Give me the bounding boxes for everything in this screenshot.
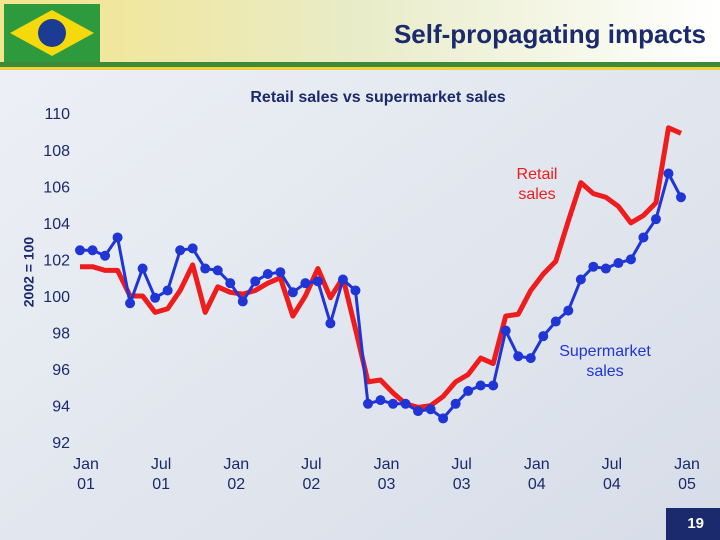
marker [613,258,624,269]
marker [187,243,198,254]
x-tick-label: Jan 03 [374,456,400,493]
page-number: 19 [687,515,704,532]
marker [538,331,549,342]
marker [638,232,649,243]
marker [75,245,85,256]
y-tick-label: 108 [43,143,70,160]
marker [125,298,136,309]
header-stripe [0,67,720,70]
y-tick-label: 104 [43,216,70,233]
marker [388,398,399,409]
line [80,125,683,410]
marker [112,232,123,243]
x-tick-label: Jan 01 [73,456,99,493]
marker [375,395,386,406]
x-tick-label: Jul 03 [451,456,471,493]
chart-title: Retail sales vs supermarket sales [250,89,505,106]
marker [162,285,173,296]
marker [87,245,98,256]
marker [362,398,373,409]
marker [350,285,361,296]
marker [650,214,661,225]
y-tick-label: 92 [52,435,70,452]
header-band [0,0,720,62]
marker [525,353,536,364]
slide-title: Self-propagating impacts [394,19,706,49]
marker [450,398,461,409]
x-tick-label: Jan 02 [223,456,249,493]
flag [4,4,100,62]
y-tick-label: 102 [43,252,70,269]
marker [513,351,524,362]
marker [475,380,486,391]
marker [237,296,248,307]
x-tick-label: Jul 01 [151,456,171,493]
marker [325,318,336,329]
marker [225,278,236,289]
marker [425,404,436,415]
y-tick-label: 106 [43,179,70,196]
header-stripe [0,62,720,67]
marker [413,406,424,417]
marker [312,276,323,287]
y-tick-label: 100 [43,289,70,306]
marker [400,398,411,409]
y-tick-label: 94 [52,399,70,416]
marker [337,274,348,285]
marker [600,263,611,274]
series-label: Supermarket sales [559,343,651,380]
marker [262,269,273,280]
marker [438,413,449,424]
marker [463,385,474,396]
marker [212,265,223,276]
marker [250,276,261,287]
marker [575,274,586,285]
marker [137,263,148,274]
marker [663,168,674,179]
y-axis-label: 2002 = 100 [21,237,37,308]
marker [588,261,599,272]
marker [287,287,298,298]
x-tick-label: Jul 02 [301,456,321,493]
x-tick-label: Jul 04 [602,456,622,493]
marker [200,263,211,274]
marker [275,267,286,278]
marker [488,380,499,391]
x-tick-label: Jan 05 [674,456,700,493]
marker [500,325,511,336]
marker [100,250,111,261]
marker [150,292,161,303]
marker [175,245,186,256]
x-tick-label: Jan 04 [524,456,550,493]
marker [676,192,686,203]
y-tick-label: 110 [44,106,70,123]
y-tick-label: 96 [52,362,70,379]
marker [563,305,574,316]
marker [625,254,636,265]
marker [550,316,561,327]
marker [300,278,311,289]
series-label: Retail sales [517,166,558,203]
page-number-box [666,508,720,540]
y-tick-label: 98 [52,326,70,343]
